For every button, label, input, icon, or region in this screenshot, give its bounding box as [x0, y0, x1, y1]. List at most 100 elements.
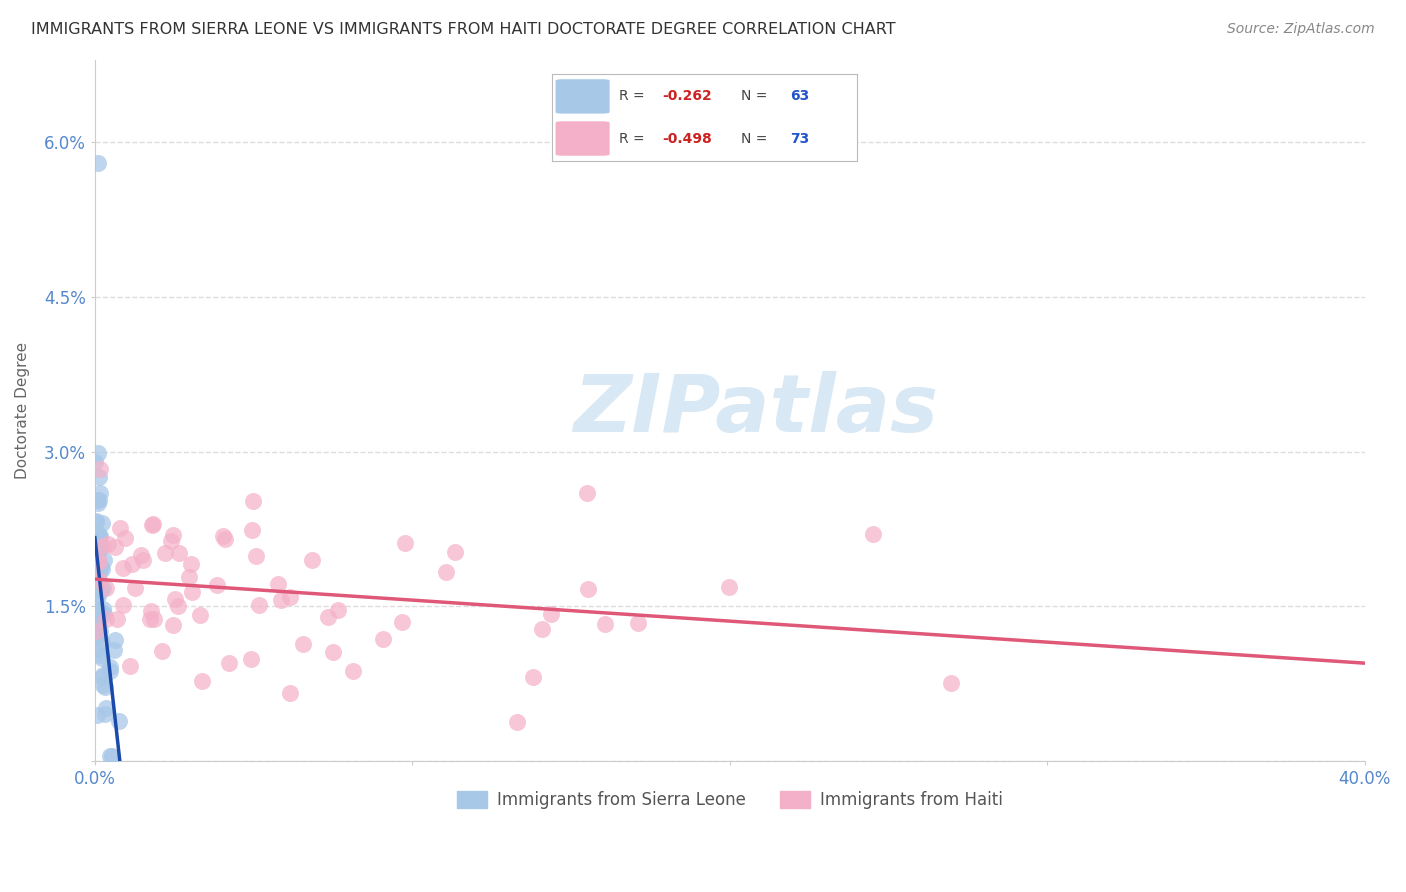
Point — [89, 648, 111, 662]
Point — [91, 562, 114, 576]
Point — [371, 632, 394, 647]
Point — [165, 591, 187, 606]
Point — [94, 581, 117, 595]
Point — [267, 577, 290, 591]
Point — [98, 748, 121, 763]
Point — [86, 515, 108, 529]
Point — [179, 570, 201, 584]
Point — [162, 618, 184, 632]
Text: IMMIGRANTS FROM SIERRA LEONE VS IMMIGRANTS FROM HAITI DOCTORATE DEGREE CORRELATI: IMMIGRANTS FROM SIERRA LEONE VS IMMIGRAN… — [31, 22, 896, 37]
Point — [84, 567, 107, 582]
Point — [575, 486, 598, 500]
Point — [595, 617, 617, 632]
Point — [506, 715, 529, 730]
Legend: Immigrants from Sierra Leone, Immigrants from Haiti: Immigrants from Sierra Leone, Immigrants… — [451, 784, 1010, 816]
Point — [91, 601, 114, 615]
Point — [132, 553, 155, 567]
Point — [89, 470, 111, 484]
Point — [86, 624, 108, 638]
Text: ZIPatlas: ZIPatlas — [572, 371, 938, 450]
Point — [87, 589, 110, 603]
Point — [87, 543, 110, 558]
Point — [167, 599, 190, 614]
Point — [391, 615, 413, 629]
Point — [91, 668, 114, 682]
Point — [278, 590, 301, 604]
Point — [86, 642, 108, 657]
Point — [91, 539, 114, 553]
Point — [98, 660, 121, 674]
Point — [96, 701, 118, 715]
Point — [93, 553, 115, 567]
Point — [627, 616, 650, 631]
Point — [91, 678, 114, 692]
Point — [87, 574, 110, 588]
Point — [87, 531, 110, 545]
Point — [84, 455, 107, 469]
Point — [86, 591, 108, 605]
Point — [443, 545, 465, 559]
Point — [89, 607, 111, 622]
Point — [89, 576, 111, 591]
Point — [239, 652, 262, 666]
Point — [87, 615, 110, 630]
Point — [316, 609, 339, 624]
Point — [576, 582, 599, 596]
Point — [91, 651, 114, 665]
Y-axis label: Doctorate Degree: Doctorate Degree — [15, 342, 30, 479]
Point — [90, 516, 112, 530]
Point — [90, 582, 112, 597]
Point — [89, 560, 111, 574]
Point — [181, 584, 204, 599]
Point — [153, 546, 176, 560]
Point — [212, 528, 235, 542]
Point — [121, 557, 143, 571]
Point — [101, 748, 124, 763]
Point — [84, 514, 107, 528]
Point — [87, 496, 110, 510]
Point — [89, 528, 111, 542]
Point — [717, 580, 740, 594]
Point — [93, 607, 115, 621]
Point — [86, 707, 108, 722]
Point — [84, 566, 107, 581]
Point — [240, 524, 263, 538]
Point — [84, 536, 107, 550]
Point — [939, 676, 962, 690]
Point — [205, 578, 228, 592]
Point — [129, 549, 152, 563]
Point — [162, 527, 184, 541]
Point — [93, 707, 115, 722]
Point — [245, 549, 267, 563]
Point — [84, 582, 107, 596]
Point — [141, 604, 163, 618]
Point — [150, 644, 173, 658]
Point — [292, 637, 315, 651]
Point — [87, 493, 110, 508]
Point — [89, 462, 111, 476]
Point — [87, 527, 110, 541]
Point — [322, 645, 344, 659]
Point — [104, 540, 127, 554]
Point — [91, 634, 114, 648]
Point — [104, 633, 127, 648]
Point — [328, 603, 350, 617]
Point — [86, 629, 108, 643]
Point — [103, 643, 125, 657]
Point — [84, 582, 107, 597]
Point — [124, 581, 146, 595]
Point — [89, 486, 111, 500]
Point — [98, 665, 121, 679]
Point — [522, 670, 544, 684]
Point — [180, 558, 202, 572]
Point — [87, 155, 110, 169]
Point — [86, 526, 108, 541]
Point — [139, 612, 162, 626]
Point — [87, 541, 110, 556]
Point — [89, 555, 111, 569]
Point — [188, 608, 211, 623]
Point — [434, 565, 457, 579]
Point — [160, 534, 183, 549]
Point — [862, 527, 884, 541]
Point — [530, 622, 553, 636]
